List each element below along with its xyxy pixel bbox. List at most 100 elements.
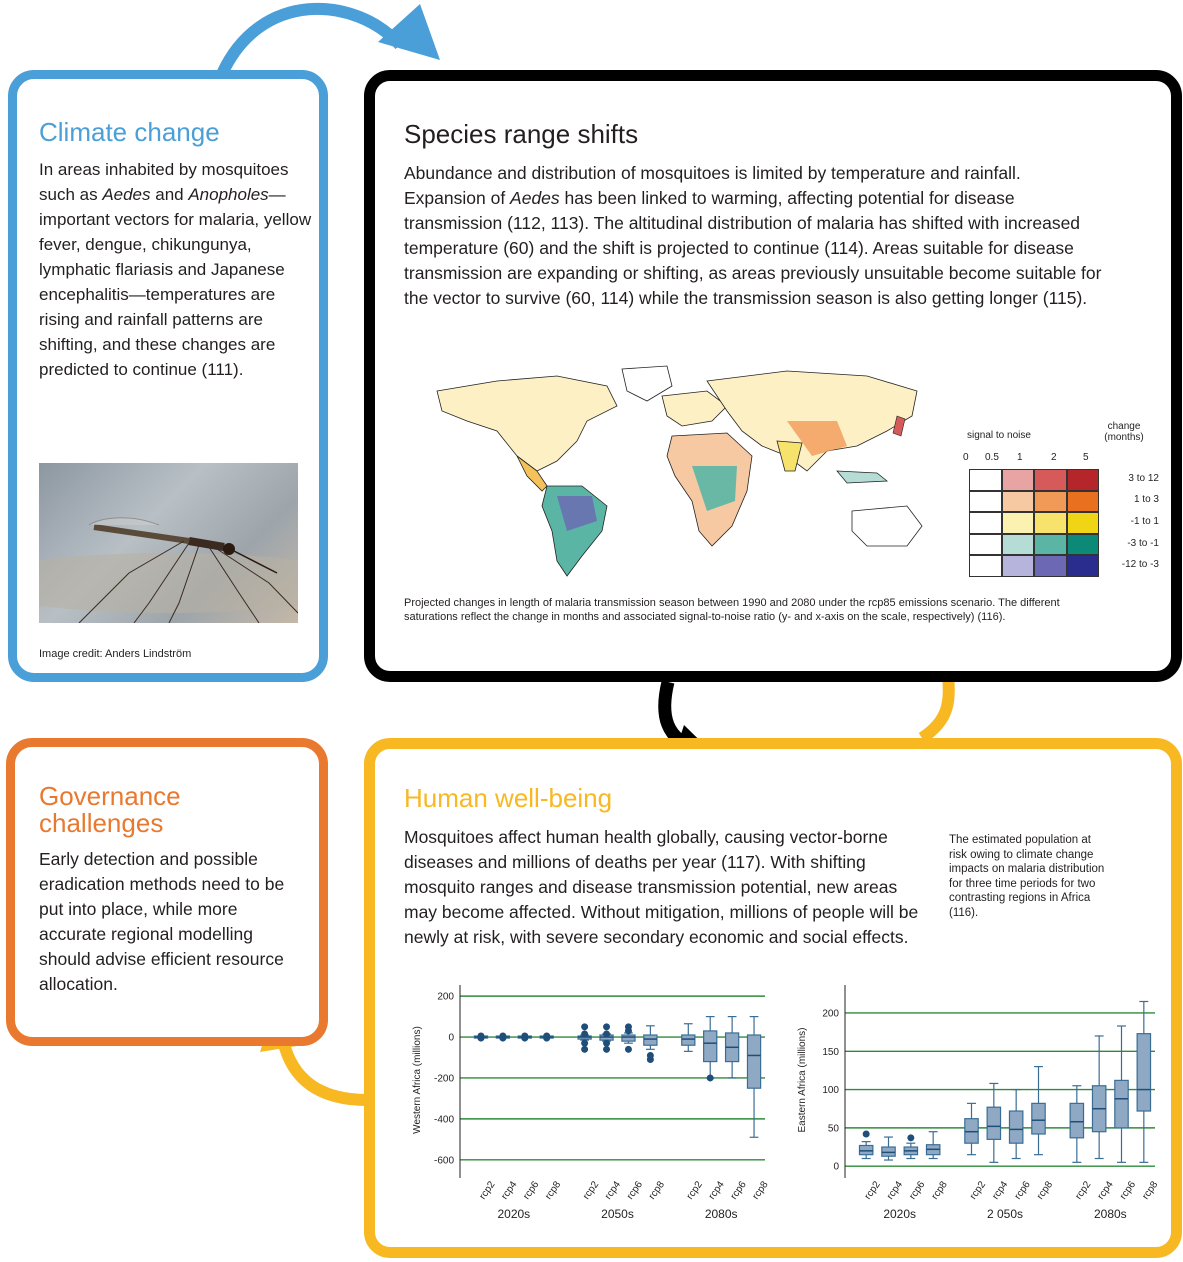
box-rect <box>858 1144 874 1156</box>
x-tick-label: rcp6 <box>521 1179 541 1202</box>
legend-row-label: -12 to -3 <box>1121 559 1159 571</box>
y-tick-label: 200 <box>437 992 454 1003</box>
x-tick-label: rcp4 <box>1096 1179 1116 1202</box>
legend-cell <box>969 469 1002 491</box>
x-tick-label: rcp6 <box>907 1179 927 1202</box>
y-tick-label: 200 <box>822 1008 839 1019</box>
legend-cell <box>1001 512 1034 534</box>
outlier-point <box>706 1074 714 1082</box>
x-tick-label: rcp2 <box>1073 1179 1093 1202</box>
legend-cell <box>969 490 1002 513</box>
world-map <box>436 365 923 577</box>
legend-row-label: -3 to -1 <box>1127 537 1159 549</box>
box-rect <box>1114 1079 1129 1129</box>
human-title: Human well-being <box>404 783 613 813</box>
x-tick-label: rcp2 <box>968 1179 988 1202</box>
x-tick-label: rcp4 <box>499 1179 519 1202</box>
species-title: Species range shifts <box>404 119 639 149</box>
x-tick-label: rcp4 <box>707 1179 727 1202</box>
species-text: Abundance and distribution of mosquitoes… <box>404 163 1102 308</box>
x-tick-label: rcp6 <box>1013 1179 1033 1202</box>
mosquito-icon <box>39 517 298 623</box>
legend-snr-label: signal to noise <box>967 430 1031 441</box>
y-tick-label: -400 <box>434 1114 454 1125</box>
legend-cell <box>1034 469 1067 491</box>
outlier-point <box>603 1030 611 1038</box>
box-rect <box>964 1118 979 1144</box>
governance-panel: Governance challenges Early detection an… <box>6 738 328 1046</box>
legend-cell <box>1066 512 1099 534</box>
box-rect <box>703 1030 718 1063</box>
x-tick-label: rcp8 <box>1035 1179 1055 1202</box>
x-tick-label: rcp8 <box>1140 1179 1160 1202</box>
box-rect <box>746 1034 762 1089</box>
legend-color-grid <box>969 469 1099 577</box>
human-wellbeing-panel: Human well-being Mosquitoes affect human… <box>364 738 1182 1258</box>
outlier-point <box>603 1045 611 1053</box>
y-axis-label: Eastern Africa (millions) <box>797 1027 808 1132</box>
group-label: 2 050s <box>987 1207 1023 1221</box>
box-rect <box>1031 1102 1046 1135</box>
outlier-point <box>646 1056 654 1064</box>
legend-cell <box>1001 533 1034 556</box>
group-label: 2020s <box>883 1207 916 1221</box>
human-text: Mosquitoes affect human health globally,… <box>404 827 919 947</box>
legend-cell <box>969 533 1002 556</box>
y-tick-label: -600 <box>434 1155 454 1166</box>
governance-text: Early detection and possible eradication… <box>39 849 285 994</box>
y-tick-label: 0 <box>833 1162 839 1173</box>
outlier-point <box>907 1134 915 1142</box>
snr-tick: 0 <box>963 452 969 463</box>
legend-cell <box>1066 555 1099 577</box>
x-tick-label: rcp4 <box>990 1179 1010 1202</box>
legend-cell <box>1066 490 1099 513</box>
legend-cell <box>1034 555 1067 577</box>
group-label: 2020s <box>497 1207 530 1221</box>
y-tick-label: 100 <box>822 1085 839 1096</box>
outlier-point <box>581 1030 589 1038</box>
outlier-point <box>624 1045 632 1053</box>
legend-cell <box>1001 469 1034 491</box>
y-axis-label: Western Africa (millions) <box>412 1026 423 1134</box>
legend-cell <box>969 512 1002 534</box>
x-tick-label: rcp6 <box>729 1179 749 1202</box>
snr-tick: 1 <box>1017 452 1023 463</box>
box-rect <box>643 1034 658 1046</box>
snr-tick: 5 <box>1083 452 1089 463</box>
box-rect <box>1136 1033 1152 1112</box>
x-tick-label: rcp6 <box>625 1179 645 1202</box>
climate-change-panel: Climate change In areas inhabited by mos… <box>8 70 328 682</box>
legend-cell <box>1034 490 1067 513</box>
y-tick-label: 0 <box>448 1033 454 1044</box>
outlier-point <box>499 1034 507 1042</box>
outlier-point <box>521 1034 529 1042</box>
legend-cell <box>1001 555 1034 577</box>
x-tick-label: rcp8 <box>750 1179 770 1202</box>
x-tick-label: rcp2 <box>477 1179 497 1202</box>
group-label: 2080s <box>705 1207 738 1221</box>
legend-cell <box>1034 512 1067 534</box>
outlier-point <box>624 1027 632 1035</box>
legend-snr-ticks: 0 0.5 1 2 5 <box>963 451 1103 465</box>
x-tick-label: rcp8 <box>930 1179 950 1202</box>
outlier-point <box>543 1034 551 1042</box>
y-tick-label: -200 <box>434 1073 454 1084</box>
outlier-point <box>603 1023 611 1031</box>
mosquito-photo <box>39 463 298 623</box>
legend-cell <box>969 555 1002 577</box>
group-label: 2080s <box>1094 1207 1127 1221</box>
snr-tick: 0.5 <box>985 452 999 463</box>
eastern-africa-chart: 200 150 100 50 0 Eastern Africa (millions) rcp… <box>797 985 1161 1221</box>
outlier-point <box>581 1045 589 1053</box>
legend-change-label: change (months) <box>1104 421 1144 443</box>
legend-row-label: 3 to 12 <box>1128 472 1159 484</box>
photo-credit: Image credit: Anders Lindström <box>39 648 192 660</box>
legend-cell <box>1066 469 1099 491</box>
x-tick-label: rcp8 <box>543 1179 563 1202</box>
climate-title: Climate change <box>39 117 220 147</box>
legend-cell <box>1034 533 1067 556</box>
box-rect <box>681 1034 696 1046</box>
western-africa-chart: 200 0 -200 -400 -600 Western Africa (millions… <box>412 985 771 1221</box>
human-note: The estimated population at risk owing t… <box>949 834 1105 919</box>
x-tick-label: rcp2 <box>685 1179 705 1202</box>
